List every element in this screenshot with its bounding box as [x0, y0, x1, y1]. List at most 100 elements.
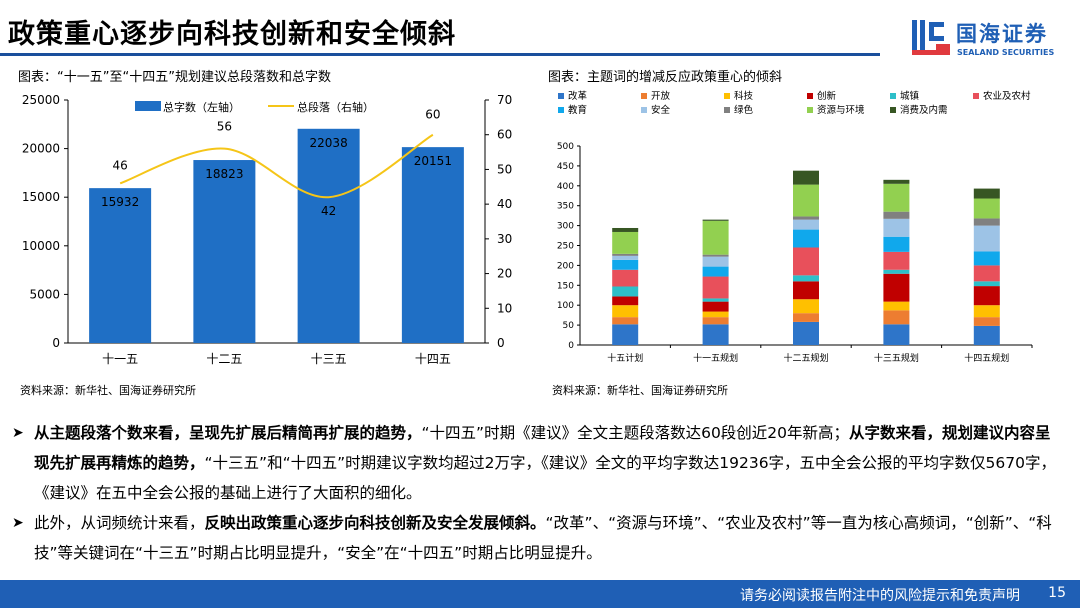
stacked-bar-segment	[793, 321, 819, 345]
stacked-bar-segment	[702, 298, 729, 302]
stacked-bar-segment	[793, 170, 819, 185]
y-tick-label-left: 0	[52, 336, 60, 350]
y-tick-label-left: 5000	[29, 287, 60, 301]
stacked-bar-segment	[793, 216, 819, 220]
y-tick-label-left: 15000	[22, 190, 60, 204]
x-tick-label: 十一五	[102, 352, 138, 366]
stacked-bar-segment	[793, 275, 819, 282]
bar	[297, 128, 360, 343]
series-line	[119, 133, 434, 199]
stacked-bar-segment	[702, 301, 729, 312]
stacked-bar-segment	[973, 286, 1000, 306]
stacked-bar-segment	[883, 183, 910, 212]
bullet-text-1: 从主题段落个数来看，呈现先扩展后精简再扩展的趋势，“十四五”时期《建议》全文主题…	[34, 424, 1056, 502]
stacked-bar-segment	[883, 324, 910, 345]
stacked-bar-segment	[793, 229, 819, 248]
stacked-bar-segment	[702, 256, 729, 267]
legend-label: 开放	[651, 90, 671, 102]
stacked-bar-segment	[973, 281, 1000, 287]
right-source: 资料来源：新华社、国海证券研究所	[552, 384, 728, 397]
footer-bar: 请务必阅读报告附注中的风险提示和免责声明 15	[0, 580, 1080, 608]
stacked-bar-segment	[883, 236, 910, 252]
stacked-bar-segment	[612, 296, 639, 306]
stacked-bar-segment	[973, 225, 1000, 252]
y-tick-label: 350	[557, 202, 574, 212]
y-tick-label-right: 70	[497, 93, 512, 107]
x-tick-label: 十二五规划	[783, 352, 828, 364]
x-tick-label: 十四五	[415, 352, 451, 366]
left-chart: 0 5000 10000 15000 20000 25000 0 10 20 30 40 50 60 70…	[22, 93, 512, 366]
bar-data-label: 20151	[414, 154, 452, 168]
bullet-text-2: 此外，从词频统计来看，反映出政策重心逐步向科技创新及安全发展倾斜。“改革”、“资…	[34, 514, 1052, 562]
stacked-bar-segment	[702, 219, 729, 221]
line-data-label: 56	[217, 120, 232, 134]
stacked-bar-segment	[883, 301, 910, 311]
stacked-bar-segment	[883, 269, 910, 274]
x-tick-label: 十四五规划	[964, 352, 1009, 364]
stacked-bar-segment	[702, 324, 729, 345]
y-tick-label-right: 10	[497, 301, 512, 315]
y-tick-label: 50	[563, 321, 575, 331]
arrow-bullet-icon: ➤	[12, 515, 24, 531]
legend-swatch	[558, 107, 564, 113]
arrow-bullet-icon: ➤	[12, 425, 24, 441]
stacked-bar-segment	[702, 276, 729, 299]
text-run: 反映出政策重心逐步向科技创新及安全发展倾斜。	[204, 514, 546, 532]
bar	[193, 160, 256, 343]
legend-label: 消费及内需	[900, 104, 948, 116]
stacked-bar-segment	[793, 184, 819, 217]
left-chart-title: 图表：“十一五”至“十四五”规划建议总段落数和总字数	[18, 70, 331, 85]
title-underline	[0, 53, 880, 56]
y-tick-label-left: 25000	[22, 93, 60, 107]
text-run: “改革”、“资源与环境”、“农业及农村”等一直为核心高频词，“创新”、“科技”等…	[34, 514, 1052, 562]
bullet-item-1: ➤ 从主题段落个数来看，呈现先扩展后精简再扩展的趋势，“十四五”时期《建议》全文…	[12, 418, 1062, 508]
y-tick-label-left: 20000	[22, 142, 60, 156]
legend-label: 科技	[734, 90, 754, 102]
logo-text-en: SEALAND SECURITIES	[957, 48, 1055, 57]
stacked-bar-segment	[612, 227, 639, 232]
y-tick-label-right: 60	[497, 128, 512, 142]
footer-disclaimer: 请务必阅读报告附注中的风险提示和免责声明	[740, 588, 1020, 604]
stacked-bar-segment	[883, 211, 910, 219]
y-tick-label: 250	[557, 242, 574, 252]
bar-data-label: 22038	[310, 136, 348, 150]
stacked-bar-segment	[793, 281, 819, 300]
bar	[89, 188, 152, 343]
stacked-bar-segment	[612, 317, 639, 325]
y-tick-label: 200	[557, 261, 574, 271]
y-tick-label-right: 0	[497, 336, 505, 350]
stacked-bar-segment	[973, 317, 1000, 326]
stacked-bar-segment	[793, 219, 819, 230]
y-tick-label: 400	[557, 182, 574, 192]
stacked-bar-segment	[702, 220, 729, 255]
stacked-bar-segment	[793, 313, 819, 322]
legend-swatch	[641, 93, 647, 99]
page-number: 15	[1048, 585, 1066, 601]
text-run: “十四五”时期《建议》全文主题段落数达60段创近20年新高；	[421, 424, 850, 442]
stacked-bar-segment	[612, 286, 639, 297]
legend-swatch	[807, 93, 813, 99]
text-run: “十三五”和“十四五”时期建议字数均超过2万字，《建议》全文的平均字数达1923…	[34, 454, 1057, 502]
x-tick-label: 十三五规划	[874, 352, 919, 364]
legend-swatch	[641, 107, 647, 113]
stacked-bar-segment	[702, 254, 729, 257]
stacked-bar-segment	[612, 259, 639, 270]
legend-label: 教育	[568, 104, 587, 116]
legend-swatch	[890, 93, 896, 99]
page-title: 政策重心逐步向科技创新和安全倾斜	[8, 19, 456, 50]
right-chart-title: 图表：主题词的增减反应政策重心的倾斜	[548, 70, 783, 85]
legend-swatch	[973, 93, 979, 99]
bullet-list: ➤ 从主题段落个数来看，呈现先扩展后精简再扩展的趋势，“十四五”时期《建议》全文…	[12, 418, 1062, 568]
y-tick-label: 450	[557, 162, 574, 172]
logo-mark-icon	[912, 20, 950, 55]
stacked-bar-segment	[883, 273, 910, 302]
text-run: 从主题段落个数来看，呈现先扩展后精简再扩展的趋势，	[34, 424, 422, 442]
y-tick-label: 150	[557, 281, 574, 291]
y-tick-label-right: 40	[497, 197, 512, 211]
stacked-bar-segment	[883, 310, 910, 325]
stacked-bar-segment	[973, 265, 1000, 282]
legend-swatch	[807, 107, 813, 113]
stacked-bar-segment	[973, 305, 1000, 318]
legend-label: 农业及农村	[983, 90, 1031, 102]
legend-swatch	[558, 93, 564, 99]
